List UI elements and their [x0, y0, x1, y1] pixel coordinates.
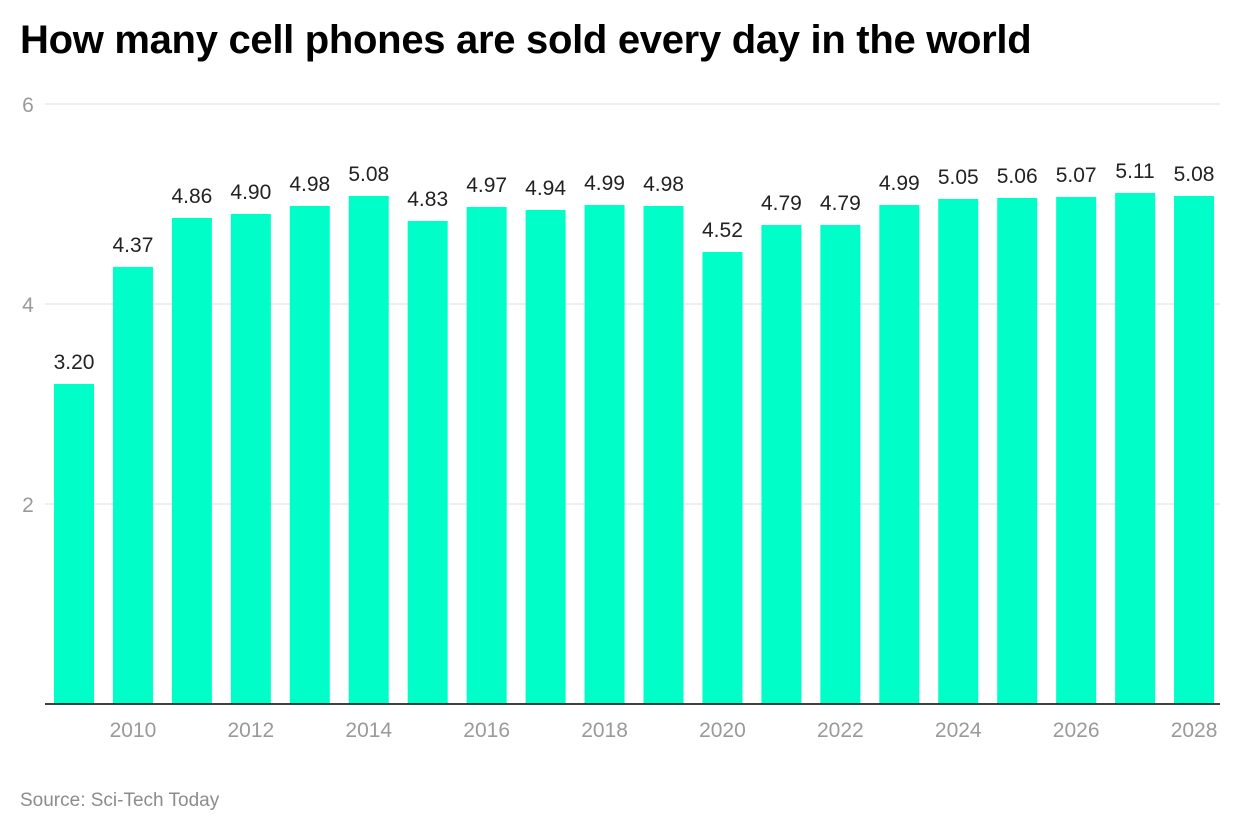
data-label-2017: 4.94	[525, 177, 566, 200]
data-label-2027: 5.11	[1115, 160, 1154, 183]
data-label-2011: 4.86	[171, 185, 212, 208]
x-tick-label-2026: 2026	[1053, 719, 1100, 742]
x-axis-tick-labels: 2010 2012 2014 2016 2018 2020 2022 2024 2026 2028	[110, 719, 1218, 742]
bar-2014	[348, 196, 389, 704]
x-tick-label-2028: 2028	[1171, 719, 1218, 742]
data-labels: 3.20 4.37 4.86 4.90 4.98 5.08 4.83 4.97 4.94 4.99…	[54, 160, 1215, 374]
data-label-2015: 4.83	[407, 188, 448, 211]
data-label-2009: 3.20	[54, 351, 95, 374]
bar-2020	[702, 252, 743, 704]
bar-2012	[230, 214, 271, 704]
x-tick-label-2016: 2016	[463, 719, 510, 742]
data-label-2020: 4.52	[702, 219, 743, 242]
x-tick-label-2024: 2024	[935, 719, 982, 742]
data-label-2024: 5.05	[938, 166, 979, 189]
data-label-2012: 4.90	[230, 181, 271, 204]
y-axis-tick-labels: 2 4 6	[22, 94, 34, 517]
data-label-2022: 4.79	[820, 192, 861, 215]
bar-2011	[171, 218, 212, 704]
data-label-2016: 4.97	[466, 174, 507, 197]
data-label-2028: 5.08	[1174, 163, 1215, 186]
bar-2027	[1115, 193, 1156, 704]
data-label-2026: 5.07	[1056, 164, 1097, 187]
data-label-2014: 5.08	[348, 163, 389, 186]
bar-2017	[525, 210, 566, 704]
data-label-2025: 5.06	[997, 165, 1038, 188]
bar-2023	[879, 205, 920, 704]
bar-2025	[997, 198, 1038, 704]
gridlines	[45, 103, 1220, 505]
data-label-2018: 4.99	[584, 172, 625, 195]
x-tick-label-2012: 2012	[227, 719, 274, 742]
y-tick-label: 4	[22, 294, 34, 317]
data-label-2023: 4.99	[879, 172, 920, 195]
bar-2019	[643, 206, 684, 704]
bar-2022	[820, 225, 861, 704]
y-tick-label: 6	[22, 94, 34, 117]
bar-2010	[112, 267, 153, 704]
chart-title: How many cell phones are sold every day …	[20, 18, 1032, 62]
x-tick-label-2020: 2020	[699, 719, 746, 742]
bar-2009	[54, 384, 94, 704]
data-label-2013: 4.98	[289, 173, 330, 196]
y-tick-label: 2	[22, 494, 34, 517]
x-tick-label-2018: 2018	[581, 719, 628, 742]
data-label-2019: 4.98	[643, 173, 684, 196]
bar-2028	[1174, 196, 1215, 704]
source-note: Source: Sci-Tech Today	[20, 790, 220, 811]
x-tick-label-2022: 2022	[817, 719, 864, 742]
bar-2013	[289, 206, 330, 704]
x-tick-label-2014: 2014	[345, 719, 392, 742]
bar-2021	[761, 225, 802, 704]
bars	[54, 193, 1215, 704]
bar-2015	[407, 221, 448, 704]
bar-2024	[938, 199, 979, 704]
bar-2016	[466, 207, 507, 704]
bar-2026	[1056, 197, 1097, 704]
bar-2018	[584, 205, 625, 704]
bar-chart: 2 4 6 3.20 4.37 4.86 4.90 4.98 5.08 4.83 4.97 4.94…	[22, 94, 1220, 742]
data-label-2010: 4.37	[113, 234, 154, 257]
data-label-2021: 4.79	[761, 192, 802, 215]
x-tick-label-2010: 2010	[110, 719, 157, 742]
